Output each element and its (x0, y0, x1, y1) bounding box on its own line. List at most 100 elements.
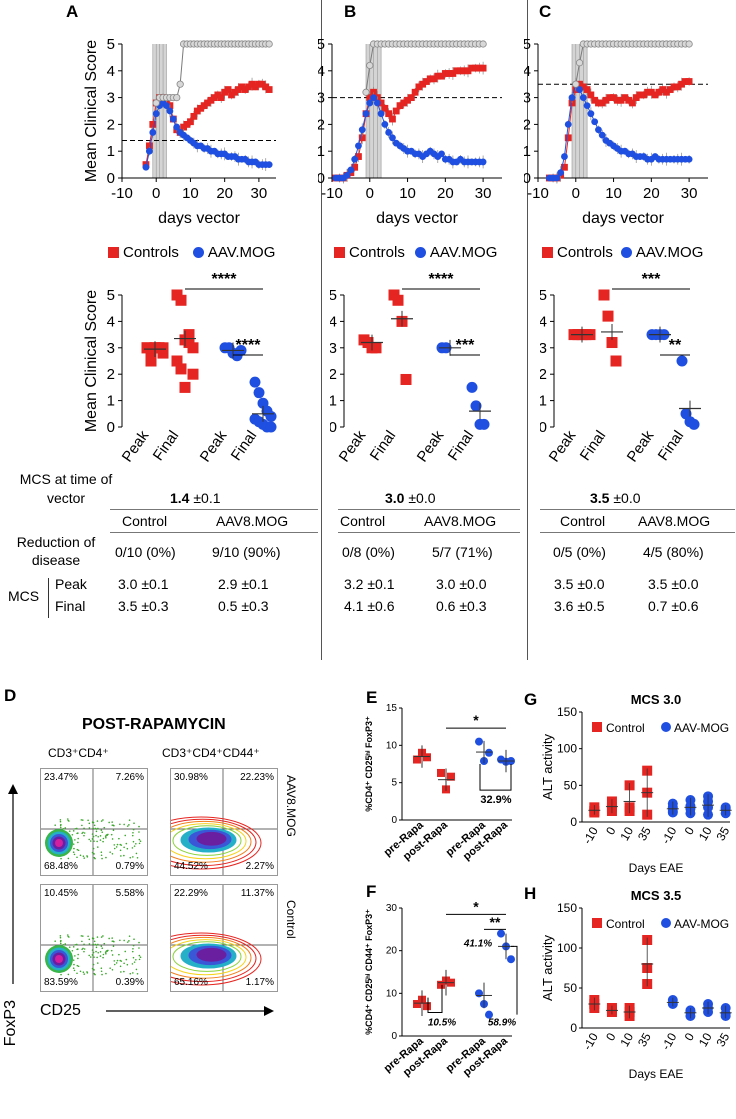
flow-event (80, 819, 83, 821)
y-tick-label: 50 (564, 981, 578, 995)
flow-event (113, 847, 116, 850)
category-label: Final (655, 428, 688, 464)
data-point (249, 376, 261, 388)
flow-event (88, 822, 91, 825)
contour-ring (196, 947, 227, 962)
flow-event (68, 946, 71, 948)
y-tick-label: 1 (318, 143, 325, 160)
chart-title: MCS 3.5 (631, 888, 682, 903)
data-point (437, 980, 445, 989)
data-point (479, 158, 487, 166)
flow-event (119, 823, 121, 826)
table-rule-a (110, 509, 318, 510)
flow-event (83, 943, 85, 946)
data-point (472, 64, 479, 72)
flow-event (77, 965, 80, 968)
quadrant-percent: 44.52% (174, 861, 208, 872)
flow-event (131, 847, 134, 849)
data-point (468, 64, 476, 72)
flow-event (118, 837, 120, 840)
data-point (674, 83, 682, 91)
y-tick-label: 20 (386, 946, 398, 957)
data-point (475, 737, 483, 746)
x-tick-label: 35 (635, 824, 654, 843)
data-point (214, 91, 222, 99)
data-point (685, 78, 693, 85)
data-point (385, 110, 393, 118)
x-tick-label: 0 (603, 1030, 619, 1043)
flow-event (123, 823, 125, 826)
flow-event (91, 949, 94, 951)
flow-event (92, 968, 95, 971)
quadrant-percent: 65.16% (174, 977, 208, 988)
flow-event (96, 846, 99, 848)
data-point (173, 123, 181, 131)
y-tick-label: 0 (107, 419, 115, 436)
y-tick-label: 5 (391, 778, 397, 789)
data-point (145, 147, 153, 155)
flow-event (99, 835, 102, 837)
data-point (389, 115, 396, 123)
flow-event (86, 855, 88, 857)
flow-event (87, 935, 89, 938)
flow-event (135, 958, 137, 961)
flow-event (132, 972, 134, 974)
y-axis-title: ALT activity (540, 734, 555, 800)
data-point (187, 342, 199, 354)
data-point (688, 418, 700, 430)
data-point (217, 94, 225, 101)
final-control-c: 3.6 ±0.5 (554, 598, 605, 614)
flow-event (112, 945, 115, 948)
data-point (561, 153, 568, 160)
flow-event (83, 834, 85, 837)
chart-title: MCS 3.0 (631, 692, 682, 707)
data-point (370, 342, 382, 354)
flow-event (67, 819, 69, 822)
data-point (221, 88, 229, 96)
flow-event (94, 943, 97, 946)
reduction-aav-c: 4/5 (80%) (643, 544, 704, 560)
panel-d-col1: CD3⁺CD4⁺ (48, 746, 109, 760)
data-point (248, 80, 256, 88)
data-point (613, 96, 621, 104)
data-point (187, 118, 194, 126)
flow-event (95, 830, 98, 833)
data-point (265, 410, 277, 422)
flow-event (99, 951, 102, 953)
sig-label: **** (212, 271, 238, 288)
flow-event (138, 838, 141, 841)
data-point (347, 166, 355, 174)
flow-event (77, 948, 79, 950)
flow-event (77, 837, 79, 840)
contour-ring (171, 932, 262, 986)
peak-aav-b: 3.0 ±0.0 (436, 576, 487, 592)
flow-event (88, 954, 90, 957)
flow-event (73, 847, 75, 850)
data-point (392, 294, 404, 306)
separator-bc (527, 0, 528, 660)
flow-event (92, 852, 95, 855)
flow-event (74, 943, 77, 946)
panel-d-title: POST-RAPAMYCIN (82, 716, 226, 733)
flow-event (133, 938, 135, 940)
data-point (381, 104, 389, 112)
data-point (606, 94, 614, 101)
aav-header-a: AAV8.MOG (216, 513, 289, 529)
flow-event (76, 972, 78, 975)
quadrant-percent: 22.23% (240, 772, 274, 783)
data-point (666, 86, 674, 93)
flow-event (131, 950, 134, 953)
data-point (591, 118, 599, 126)
x-tick-label: 10 (182, 185, 199, 202)
data-point (437, 768, 445, 777)
data-point (377, 110, 385, 118)
flow-event (72, 946, 75, 948)
data-point (373, 99, 381, 107)
data-point (426, 75, 434, 83)
flow-event (115, 846, 118, 848)
flow-event (139, 840, 142, 842)
contour-ring (172, 941, 242, 972)
